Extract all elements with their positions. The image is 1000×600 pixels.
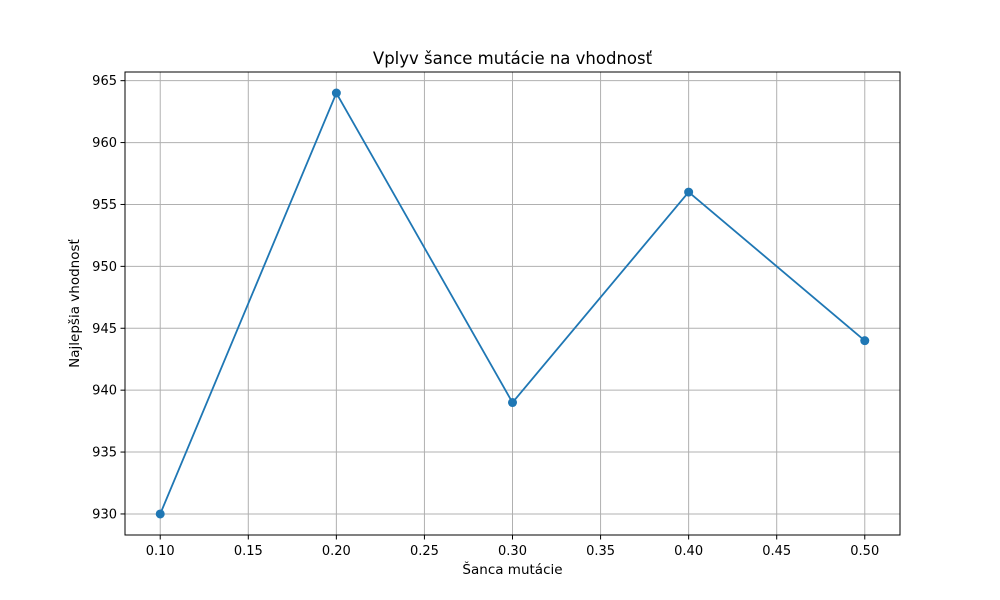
y-axis-label: Najlepšia vhodnosť xyxy=(67,238,83,367)
x-tick-label: 0.25 xyxy=(410,544,439,559)
y-tick-label: 945 xyxy=(92,322,117,337)
y-tick-label: 940 xyxy=(92,384,117,399)
y-tick-label: 950 xyxy=(92,260,117,275)
x-tick-label: 0.10 xyxy=(146,544,175,559)
x-axis-label: Šanca mutácie xyxy=(462,560,562,578)
x-tick-label: 0.40 xyxy=(674,544,703,559)
data-point xyxy=(331,88,341,98)
x-tick-label: 0.20 xyxy=(322,544,351,559)
x-tick-label: 0.30 xyxy=(498,544,527,559)
y-axis: 930 935 940 945 950 955 960 965 xyxy=(92,74,125,522)
x-tick-label: 0.15 xyxy=(234,544,263,559)
data-point xyxy=(684,187,694,197)
y-tick-label: 955 xyxy=(92,198,117,213)
x-tick-label: 0.45 xyxy=(762,544,791,559)
y-tick-label: 930 xyxy=(92,507,117,522)
y-tick-label: 935 xyxy=(92,446,117,461)
grid-lines xyxy=(125,72,900,535)
data-point xyxy=(155,509,165,519)
x-tick-label: 0.50 xyxy=(850,544,879,559)
y-tick-label: 965 xyxy=(92,74,117,89)
series-layer xyxy=(155,88,870,519)
x-axis: 0.10 0.15 0.20 0.25 0.30 0.35 0.40 0.45 0.50 xyxy=(146,535,879,559)
chart-title: Vplyv šance mutácie na vhodnosť xyxy=(373,49,653,68)
y-tick-label: 960 xyxy=(92,136,117,151)
x-tick-label: 0.35 xyxy=(586,544,615,559)
data-point xyxy=(860,336,870,346)
data-point xyxy=(508,398,517,408)
